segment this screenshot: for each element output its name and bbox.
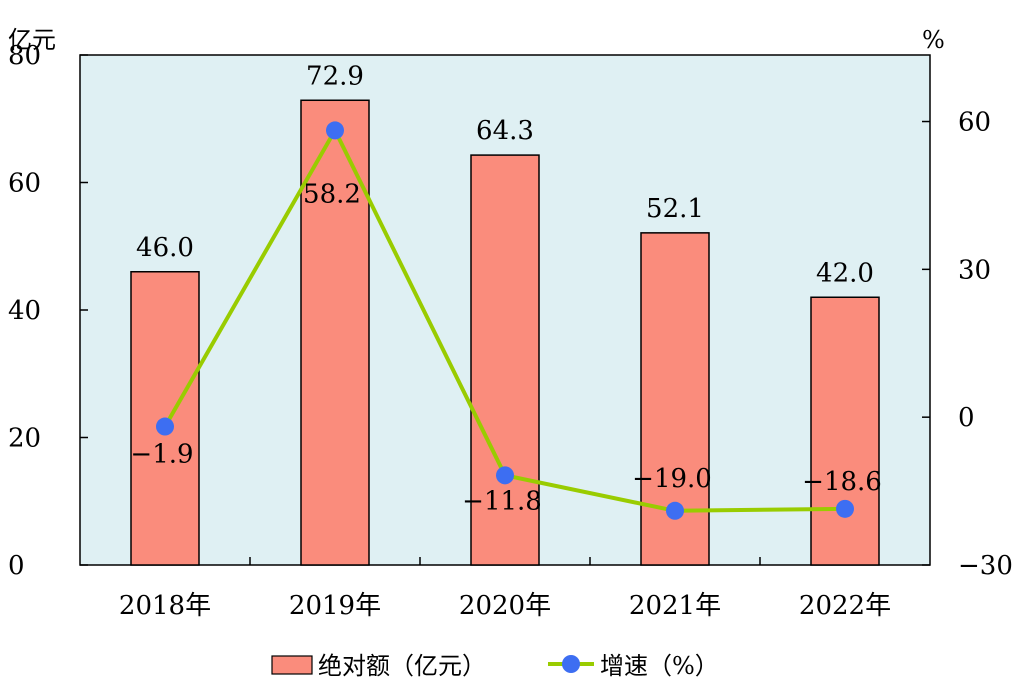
legend: 绝对额（亿元） 增速（%）: [271, 652, 719, 680]
line-value-label: 58.2: [303, 179, 361, 209]
y-right-tick-label: 60: [958, 108, 991, 138]
y-left-tick-label: 40: [8, 296, 41, 326]
y-axis-left-unit: 亿元: [8, 26, 56, 54]
legend-label-bar: 绝对额（亿元）: [318, 652, 486, 680]
y-right-tick-label: −30: [958, 551, 1013, 581]
y-axis-right-unit: %: [922, 26, 945, 54]
line-marker: [156, 417, 174, 436]
x-tick-label: 2022年: [799, 591, 891, 621]
y-left-tick-label: 60: [8, 169, 41, 199]
bar-series: 46.0 72.9 64.3 52.1 42.0: [130, 61, 880, 566]
y-right-tick-label: 30: [958, 255, 991, 285]
line-series: −1.9 58.2 −11.8 −19.0 −18.6: [130, 121, 882, 520]
y-left-tick-label: 0: [8, 551, 25, 581]
line-value-label: −11.8: [462, 486, 542, 516]
bar-value-label: 52.1: [646, 194, 704, 224]
bar: [470, 154, 540, 566]
legend-swatch-bar: [271, 655, 313, 675]
x-tick-label: 2021年: [629, 591, 721, 621]
bar-value-label: 64.3: [476, 116, 534, 146]
bar-value-label: 46.0: [136, 233, 194, 263]
line-marker: [836, 499, 854, 518]
line-marker: [666, 501, 684, 520]
y-left-tick-label: 20: [8, 424, 41, 454]
y-axis-left: 0 20 40 60 80: [8, 41, 88, 581]
x-tick-label: 2019年: [289, 591, 381, 621]
bar-value-label: 42.0: [816, 258, 874, 288]
x-tick-label: 2018年: [119, 591, 211, 621]
legend-swatch-marker: [562, 655, 580, 673]
bar-value-label: 72.9: [306, 61, 364, 91]
line-marker: [496, 466, 514, 485]
line-value-label: −1.9: [130, 440, 193, 470]
x-tick-label: 2020年: [459, 591, 551, 621]
line-value-label: −19.0: [632, 464, 712, 494]
line-value-label: −18.6: [802, 467, 882, 497]
y-right-tick-label: 0: [958, 403, 975, 433]
legend-label-line: 增速（%）: [600, 652, 719, 680]
bar: [810, 296, 880, 566]
y-left-tick-label: 80: [8, 41, 41, 71]
x-axis: 2018年 2019年 2020年 2021年 2022年: [119, 557, 891, 621]
line-marker: [326, 121, 344, 140]
y-axis-right: −30 0 30 60: [922, 108, 1013, 581]
